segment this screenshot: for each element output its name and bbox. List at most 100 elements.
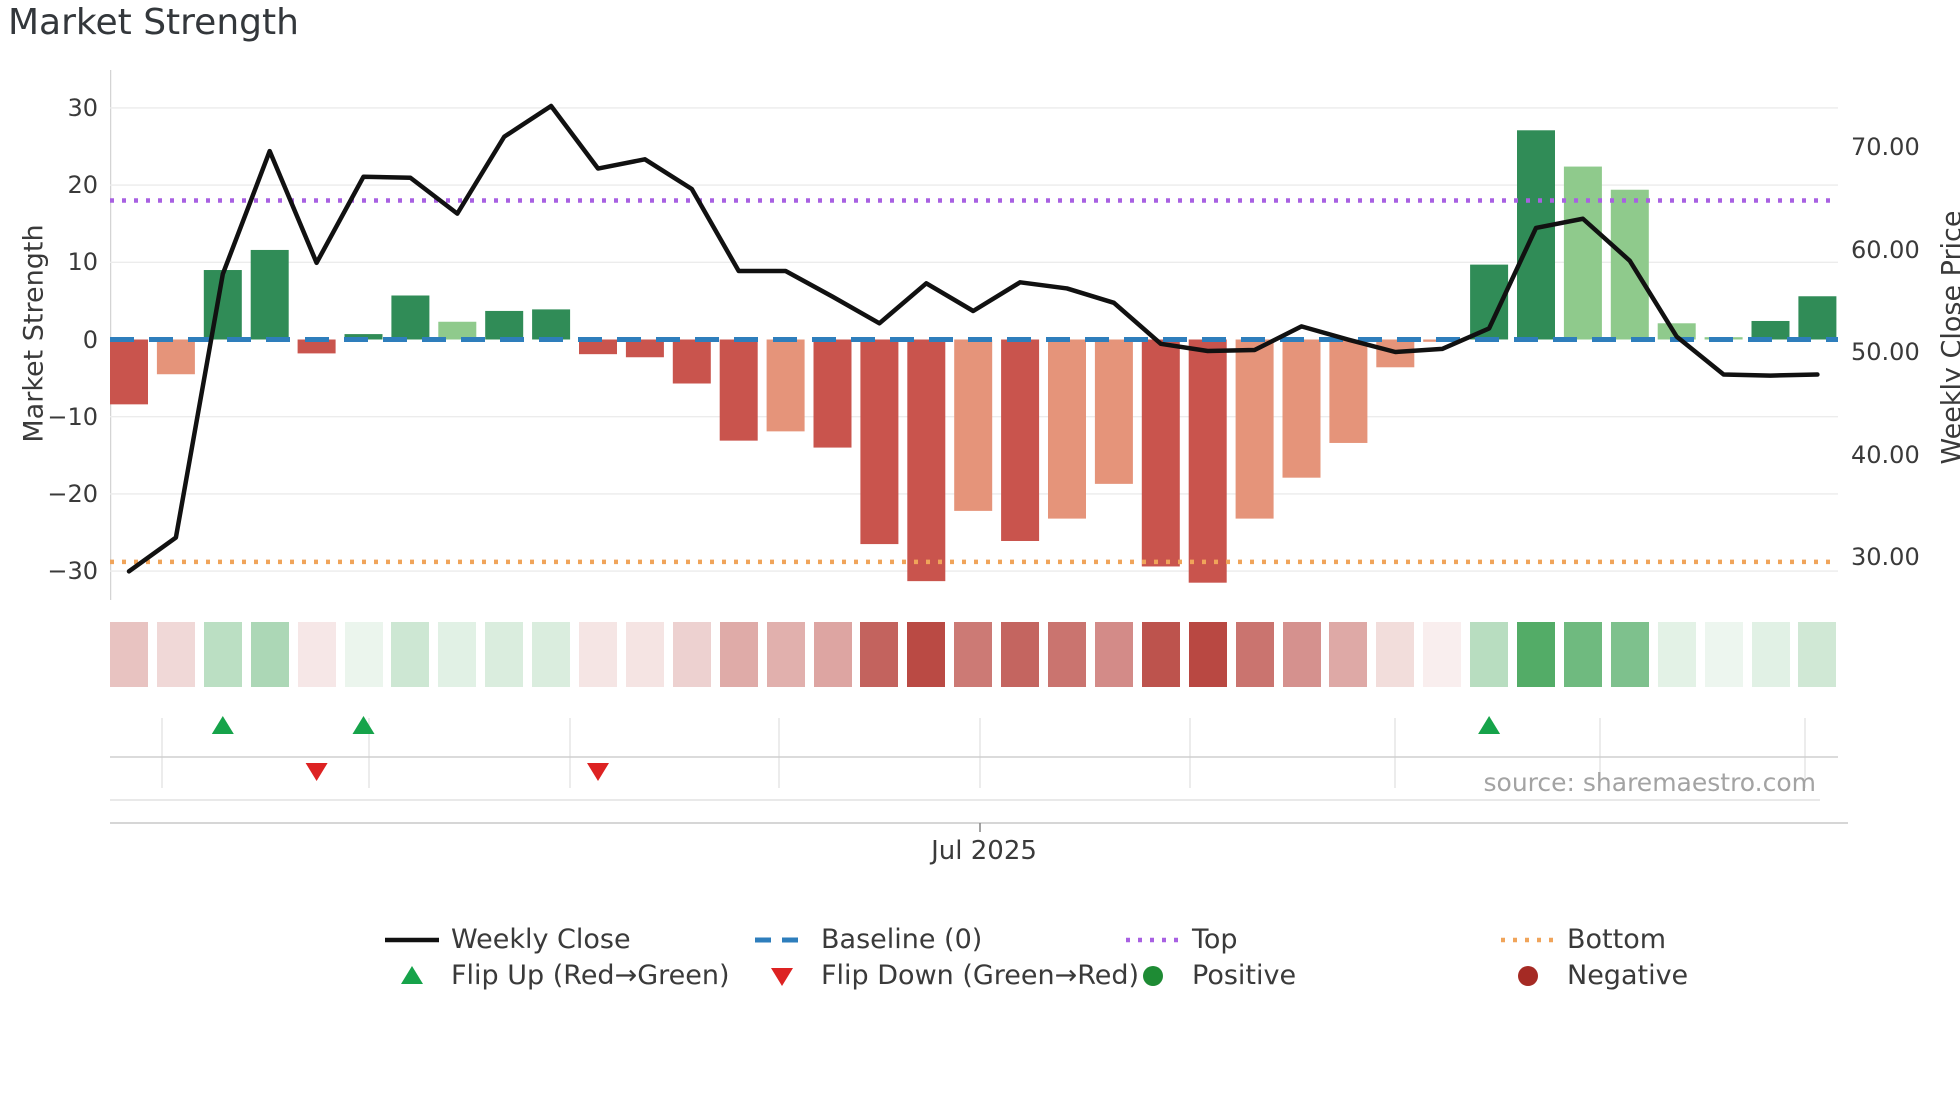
swatch [401,965,423,984]
heat-cell-week-33 [1610,622,1649,687]
strength-bar-week-2 [156,339,195,375]
heat-cell-week-31 [1517,622,1555,687]
heat-cell-week-17 [860,622,899,687]
legend-label: Top [1192,924,1238,955]
strength-bar-week-13 [672,339,711,384]
heat-cell-week-19 [954,622,993,687]
legend-label: Negative [1567,960,1689,991]
flip-down-marker-week-5 [305,763,328,781]
circle-icon [1518,965,1538,986]
legend-item-bottom: Bottom [1499,924,1666,958]
strength-bar-week-1 [110,339,148,405]
main-plot [110,70,1838,600]
legend-label: Positive [1192,960,1297,991]
legend-label: Flip Down (Green→Red) [821,960,1140,991]
left-tick-0: 0 [82,325,98,354]
heat-cell-week-14 [719,622,758,687]
strength-bar-week-26 [1282,339,1321,478]
strength-bar-week-25 [1235,339,1274,519]
heat-cell-week-25 [1235,622,1274,687]
legend-label: Baseline (0) [821,924,983,955]
flip-marker-row [110,716,1848,832]
heat-cell-week-24 [1188,622,1227,687]
legend-item-positive: Positive [1124,960,1296,994]
strength-bar-week-31 [1517,130,1555,340]
heat-cell-week-26 [1282,622,1321,687]
right-tick-70.00: 70.00 [1851,133,1920,161]
heat-cell-week-5 [297,622,336,687]
legend-label: Flip Up (Red→Green) [451,960,730,991]
heat-cell-week-7 [391,622,430,687]
swatch [771,967,793,986]
right-tick-50.00: 50.00 [1851,338,1920,366]
strength-bar-week-7 [391,295,430,340]
left-tick-30: 30 [67,93,98,122]
flip-up-marker-week-3 [211,716,234,734]
strength-bar-week-10 [532,309,571,340]
left-tick-20: 20 [67,171,98,200]
left-tick-−20: −20 [47,479,98,508]
strength-bar-week-21 [1048,339,1086,519]
heat-cell-week-34 [1657,622,1696,687]
heat-cell-week-37 [1798,622,1837,687]
legend-item-flip-up-red-green: Flip Up (Red→Green) [383,960,730,994]
heat-cell-week-2 [156,622,195,687]
strength-bar-week-5 [297,339,336,354]
right-tick-30.00: 30.00 [1851,543,1920,571]
legend-item-negative: Negative [1499,960,1688,994]
heat-cell-week-8 [438,622,477,687]
strength-bar-week-6 [344,334,383,340]
heat-cell-week-30 [1470,622,1509,687]
strength-bar-week-37 [1798,296,1837,340]
legend-label: Bottom [1567,924,1667,955]
strength-bar-week-15 [766,339,805,432]
heat-cell-week-36 [1751,622,1790,687]
strength-bar-week-9 [485,310,524,340]
heat-cell-week-9 [485,622,524,687]
legend-label: Weekly Close [451,924,631,955]
legend-item-top: Top [1124,924,1238,958]
legend-item-flip-down-green-red: Flip Down (Green→Red) [753,960,1139,994]
strength-bar-week-24 [1188,339,1227,583]
strength-bar-week-17 [860,339,899,545]
strength-bar-week-16 [813,339,852,448]
heat-cell-week-12 [625,622,664,687]
dotted-line-icon [1126,937,1180,942]
heat-cell-week-18 [907,622,946,687]
heat-cell-week-3 [203,622,242,687]
heat-cell-week-1 [110,622,148,687]
swatch [1518,965,1538,986]
left-tick-−30: −30 [47,557,98,586]
strength-bar-week-12 [625,339,664,358]
triangle-down-icon [771,967,793,986]
strength-bar-week-8 [438,321,477,340]
heat-cell-week-22 [1094,622,1133,687]
right-tick-60.00: 60.00 [1851,235,1920,264]
triangle-up-icon [401,965,423,984]
strength-bar-week-22 [1094,339,1133,484]
strength-bar-week-27 [1329,339,1368,443]
page-title: Market Strength [8,2,299,43]
strength-bar-week-19 [954,339,993,511]
heat-cell-week-32 [1563,622,1602,687]
right-axis-title: Weekly Close Price [1936,210,1960,465]
strength-bar-week-34 [1657,323,1696,340]
weekly-close-line [126,103,1820,574]
heat-cell-week-27 [1329,622,1368,687]
swatch [1143,965,1163,986]
heat-cell-week-11 [579,622,617,687]
legend-item-baseline-0: Baseline (0) [753,924,982,958]
strength-bar-week-36 [1751,320,1790,340]
heat-cell-week-21 [1048,622,1086,687]
circle-icon [1143,965,1163,986]
source-note: source: sharemaestro.com [1483,768,1817,797]
heat-cell-week-6 [344,622,383,687]
heat-cell-week-20 [1001,622,1040,687]
strength-bar-week-18 [907,339,946,582]
strength-bar-week-14 [719,339,758,441]
heat-cell-week-4 [250,622,289,687]
strength-bar-week-4 [250,249,289,340]
left-tick-10: 10 [67,248,98,277]
strength-bar-week-11 [579,339,617,355]
dashed-line-icon [755,937,809,942]
